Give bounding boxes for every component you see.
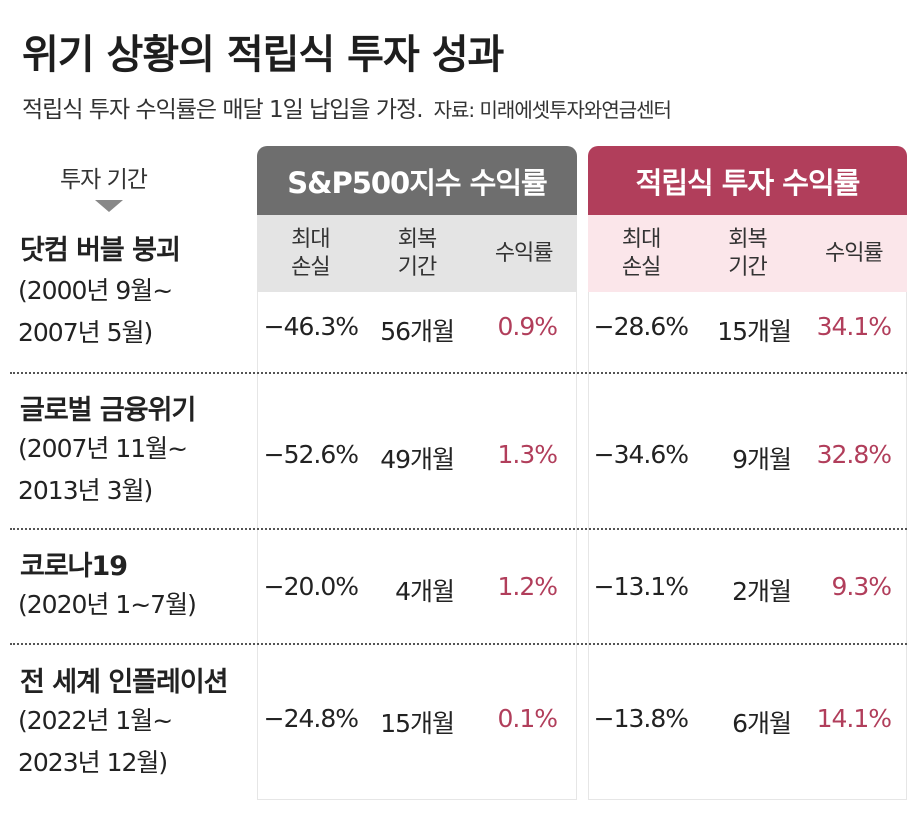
sp500-recovery: 56개월 [380, 317, 455, 346]
sp500-max-loss: −20.0% [263, 572, 359, 601]
accum-col-recovery: 회복 기간 [728, 227, 767, 280]
subtitle-row: 적립식 투자 수익률은 매달 1일 납입을 가정. 자료: 미래에셋투자와연금센… [22, 90, 672, 124]
source-note: 자료: 미래에셋투자와연금센터 [433, 98, 672, 122]
crisis-name: 코로나19 [20, 551, 128, 582]
crisis-period: (2007년 11월~ 2013년 3월) [18, 434, 188, 505]
sp500-column-frame [257, 292, 577, 800]
accum-col-return: 수익률 [824, 240, 884, 266]
accum-group-header: 적립식 투자 수익률 [588, 146, 907, 216]
row-header-label: 투자 기간 [60, 167, 148, 193]
accum-recovery: 15개월 [717, 317, 792, 346]
row-divider [10, 528, 907, 530]
accum-col-max-loss: 최대 손실 [621, 227, 661, 280]
sp500-col-return: 수익률 [494, 240, 554, 266]
page-title: 위기 상황의 적립식 투자 성과 [22, 32, 504, 78]
accum-column-frame [588, 292, 907, 800]
sp500-return: 1.3% [497, 440, 558, 469]
accum-return: 14.1% [816, 704, 892, 733]
accum-recovery: 9개월 [732, 445, 792, 474]
accum-max-loss: −13.8% [593, 704, 689, 733]
accum-max-loss: −13.1% [593, 572, 689, 601]
accum-recovery: 6개월 [732, 709, 792, 738]
sp500-recovery: 4개월 [395, 577, 455, 606]
sp500-col-max-loss: 최대 손실 [291, 227, 330, 280]
sp500-col-recovery: 회복 기간 [397, 227, 437, 280]
crisis-name: 글로벌 금융위기 [20, 395, 196, 426]
sp500-return: 1.2% [497, 572, 558, 601]
crisis-period: (2000년 9월~ 2007년 5월) [18, 276, 173, 347]
sp500-max-loss: −46.3% [263, 312, 359, 341]
subtitle: 적립식 투자 수익률은 매달 1일 납입을 가정. [22, 97, 424, 123]
sp500-subheader-row: 최대 손실 회복 기간 수익률 [257, 215, 577, 292]
crisis-name: 닷컴 버블 붕괴 [20, 235, 181, 266]
sp500-group-header: S&P500지수 수익률 [257, 146, 577, 216]
down-arrow-icon [95, 200, 123, 212]
accum-return: 32.8% [816, 440, 892, 469]
sp500-recovery: 49개월 [380, 445, 455, 474]
accum-return: 9.3% [831, 572, 892, 601]
accum-max-loss: −28.6% [593, 312, 689, 341]
accum-return: 34.1% [816, 312, 892, 341]
accum-subheader-row: 최대 손실 회복 기간 수익률 [588, 215, 907, 292]
row-divider [10, 372, 907, 374]
sp500-max-loss: −24.8% [263, 704, 359, 733]
sp500-max-loss: −52.6% [263, 440, 359, 469]
crisis-name: 전 세계 인플레이션 [20, 667, 229, 698]
sp500-return: 0.1% [497, 704, 558, 733]
sp500-recovery: 15개월 [380, 709, 455, 738]
accum-recovery: 2개월 [732, 577, 792, 606]
crisis-period: (2022년 1월~ 2023년 12월) [18, 706, 173, 777]
sp500-return: 0.9% [497, 312, 558, 341]
accum-max-loss: −34.6% [593, 440, 689, 469]
row-divider [10, 643, 907, 645]
crisis-period: (2020년 1~7월) [18, 590, 197, 619]
